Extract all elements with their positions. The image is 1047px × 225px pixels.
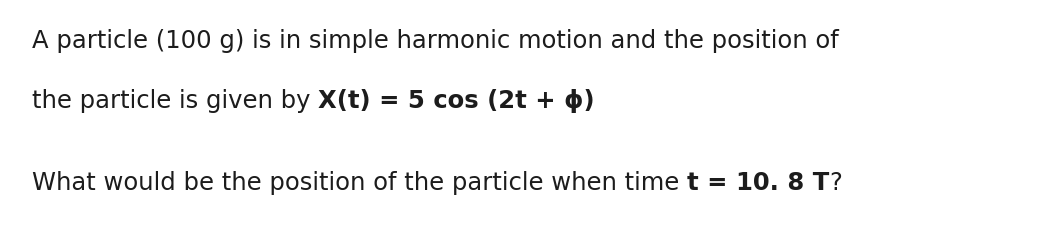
Text: What would be the position of the particle when time: What would be the position of the partic… xyxy=(32,170,687,194)
Text: X(t) = 5 cos (2t + ϕ): X(t) = 5 cos (2t + ϕ) xyxy=(318,89,595,112)
Text: t = 10. 8 T: t = 10. 8 T xyxy=(687,170,829,194)
Text: ?: ? xyxy=(829,170,842,194)
Text: A particle (100 g) is in simple harmonic motion and the position of: A particle (100 g) is in simple harmonic… xyxy=(32,29,839,53)
Text: the particle is given by: the particle is given by xyxy=(32,89,318,112)
